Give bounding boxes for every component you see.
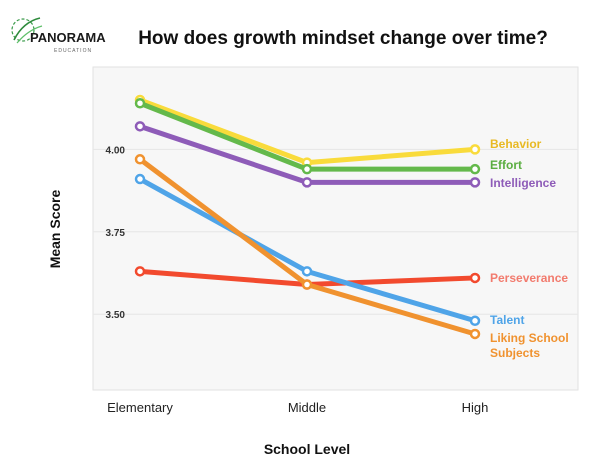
data-point-intelligence xyxy=(134,121,146,132)
x-tick-label: Middle xyxy=(288,400,326,415)
brand-subtitle: EDUCATION xyxy=(54,48,92,54)
series-lines xyxy=(134,94,481,340)
series-label-liking-school-subjects: Liking School xyxy=(490,331,569,345)
data-point-intelligence xyxy=(301,177,313,188)
series-label-perseverance: Perseverance xyxy=(490,271,568,285)
x-tick-labels: Elementary Middle High xyxy=(107,400,488,415)
data-point-effort xyxy=(134,98,146,109)
data-point-talent xyxy=(134,173,146,185)
grid-lines xyxy=(93,148,578,315)
x-axis-title: School Level xyxy=(264,441,350,457)
y-tick-label: 3.50 xyxy=(106,310,126,321)
data-point-effort xyxy=(301,163,313,175)
plot-area xyxy=(92,66,579,391)
data-point-effort xyxy=(469,163,481,175)
panorama-logo: PANORAMA EDUCATION xyxy=(10,10,106,60)
data-point-perseverance xyxy=(134,266,146,277)
data-point-talent xyxy=(301,266,313,277)
chart-title: How does growth mindset change over time… xyxy=(138,28,548,49)
y-tick-label: 4.00 xyxy=(106,145,126,156)
logo-mark-icon xyxy=(11,17,43,44)
data-point-liking-school-subjects xyxy=(469,328,481,340)
series-label-talent: Talent xyxy=(490,313,524,327)
brand-name: PANORAMA xyxy=(30,30,106,45)
data-point-liking-school-subjects xyxy=(301,279,313,290)
y-axis-title: Mean Score xyxy=(47,189,63,268)
series-labels: Behavior Effort Intelligence Perseverance Ta… xyxy=(490,137,569,360)
y-tick-labels: 3.50 3.75 4.00 xyxy=(106,145,126,321)
series-label-behavior: Behavior xyxy=(490,137,542,151)
series-label-intelligence: Intelligence xyxy=(490,176,556,190)
data-point-perseverance xyxy=(469,272,481,284)
data-point-liking-school-subjects xyxy=(134,154,146,165)
y-tick-label: 3.75 xyxy=(106,228,126,239)
data-point-talent xyxy=(469,315,481,327)
x-tick-label: High xyxy=(462,400,489,415)
series-label-liking-school-subjects: Subjects xyxy=(490,346,540,360)
data-point-intelligence xyxy=(469,177,481,188)
series-label-effort: Effort xyxy=(490,158,522,172)
x-tick-label: Elementary xyxy=(107,400,173,415)
data-point-behavior xyxy=(469,144,481,155)
